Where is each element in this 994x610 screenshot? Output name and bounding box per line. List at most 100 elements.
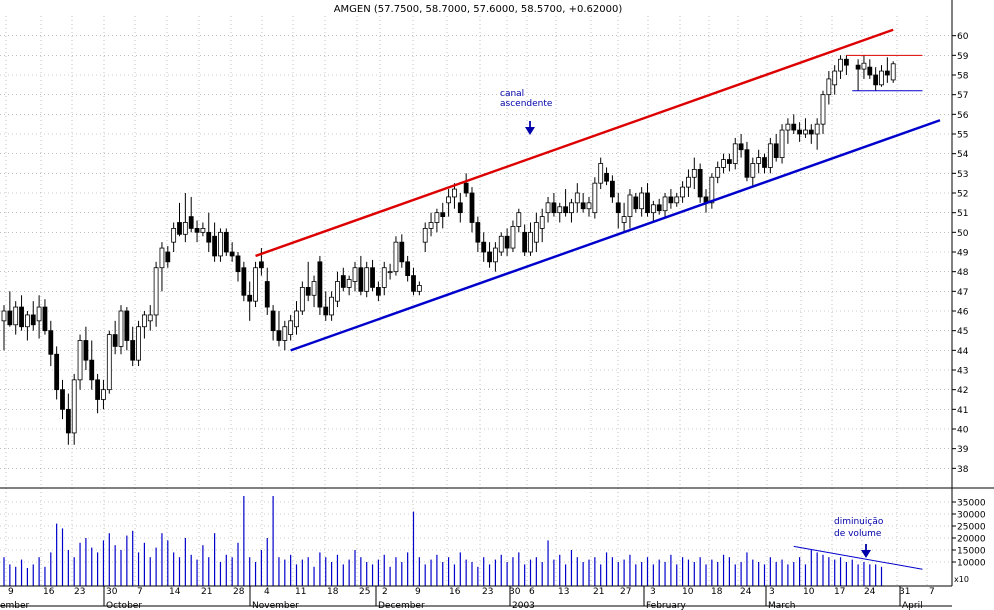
day-tick-label: 9 — [415, 587, 421, 597]
candle-body-up — [528, 231, 533, 253]
candle-body-down — [773, 143, 779, 158]
day-tick-label: 4 — [264, 587, 270, 597]
candle-body-up — [779, 129, 785, 158]
candle-body-down — [475, 222, 481, 243]
candle-body-up — [861, 62, 867, 70]
price-tick-label: 57 — [957, 91, 968, 101]
volume-multiplier-label: x10 — [954, 575, 969, 584]
candle-body-down — [884, 70, 890, 76]
day-tick-label: 10 — [803, 587, 815, 597]
candle-body-down — [855, 64, 861, 70]
candle-body-up — [680, 186, 685, 198]
price-grid — [0, 16, 952, 586]
price-tick-label: 40 — [957, 426, 969, 436]
price-tick-label: 59 — [957, 52, 969, 62]
candle-body-up — [803, 129, 808, 135]
candle-body-up — [200, 227, 206, 233]
candle-body-down — [610, 180, 615, 198]
candle-body-down — [194, 227, 200, 233]
candle-body-down — [504, 235, 510, 249]
candle-body-up — [879, 70, 884, 86]
candle-body-down — [411, 275, 416, 292]
candle-body-up — [294, 310, 299, 328]
day-tick-label: 23 — [482, 587, 493, 597]
candle-body-up — [218, 231, 223, 257]
candle-body-down — [580, 202, 586, 210]
candle-body-down — [697, 168, 703, 198]
candle-body-down — [212, 235, 218, 257]
candle-body-down — [206, 231, 212, 243]
candle-body-down — [229, 251, 235, 257]
candle-body-up — [627, 194, 633, 217]
candle-body-down — [95, 379, 100, 400]
candle-body-down — [247, 294, 253, 302]
candle-body-up — [434, 212, 440, 223]
day-tick-label: 7 — [137, 587, 143, 597]
candle-body-up — [838, 58, 843, 72]
candle-body-up — [24, 314, 30, 328]
candle-body-down — [727, 159, 732, 164]
volume-tick-label: 10000 — [957, 559, 986, 569]
candle-body-up — [569, 202, 574, 214]
candle-body-down — [615, 202, 621, 214]
candle-body-up — [13, 306, 19, 326]
day-tick-label: 7 — [929, 587, 935, 597]
candle-body-down — [65, 408, 71, 434]
candle-body-down — [130, 340, 136, 361]
candle-body-up — [159, 247, 165, 269]
candle-body-down — [808, 129, 814, 135]
price-tick-label: 46 — [957, 308, 969, 318]
candle-body-down — [270, 310, 276, 332]
day-tick-label: 6 — [529, 587, 535, 597]
price-candles — [1, 55, 896, 445]
candle-body-down — [668, 196, 674, 204]
candle-body-down — [375, 286, 381, 296]
price-tick-label: 47 — [957, 288, 968, 298]
candle-body-down — [188, 216, 194, 229]
candle-body-up — [826, 78, 832, 96]
candle-body-down — [873, 74, 879, 86]
annotation-canal-line2: ascendente — [500, 99, 553, 109]
candle-body-down — [481, 241, 487, 253]
arrow-down-icon — [525, 127, 535, 135]
candle-body-down — [645, 192, 650, 214]
day-tick-label: 18 — [327, 587, 339, 597]
price-tick-label: 43 — [957, 367, 968, 377]
candle-body-down — [60, 389, 65, 410]
upper-channel-line — [255, 28, 894, 258]
candle-body-up — [118, 310, 124, 347]
candle-body-down — [405, 261, 411, 277]
candle-body-up — [77, 340, 83, 381]
candle-body-up — [785, 123, 791, 131]
candle-body-down — [867, 66, 873, 76]
candle-body-up — [299, 286, 305, 312]
price-tick-label: 41 — [957, 406, 968, 416]
candle-body-down — [48, 330, 54, 355]
candle-body-up — [890, 63, 896, 81]
candle-body-down — [551, 202, 557, 214]
candle-body-up — [539, 216, 545, 229]
candle-body-up — [832, 70, 838, 86]
candle-body-down — [370, 267, 375, 288]
day-tick-label: 9 — [8, 587, 14, 597]
candle-body-up — [329, 296, 335, 316]
candle-body-down — [656, 204, 662, 212]
candle-body-down — [165, 251, 171, 263]
candle-body-up — [171, 227, 177, 243]
candle-body-up — [364, 267, 370, 292]
candle-body-up — [36, 306, 42, 322]
candle-body-down — [19, 306, 24, 328]
candle-body-up — [153, 267, 159, 316]
price-tick-label: 60 — [957, 32, 969, 42]
day-tick-label: 16 — [43, 587, 55, 597]
candle-body-up — [498, 235, 504, 253]
candle-body-down — [633, 196, 639, 210]
day-tick-label: 30 — [509, 587, 521, 597]
volume-tick-label: 35000 — [957, 499, 986, 509]
day-tick-label: 14 — [169, 587, 181, 597]
day-tick-label: 23 — [74, 587, 85, 597]
price-tick-label: 54 — [957, 150, 969, 160]
candle-body-down — [744, 149, 750, 178]
candle-body-up — [650, 204, 656, 214]
